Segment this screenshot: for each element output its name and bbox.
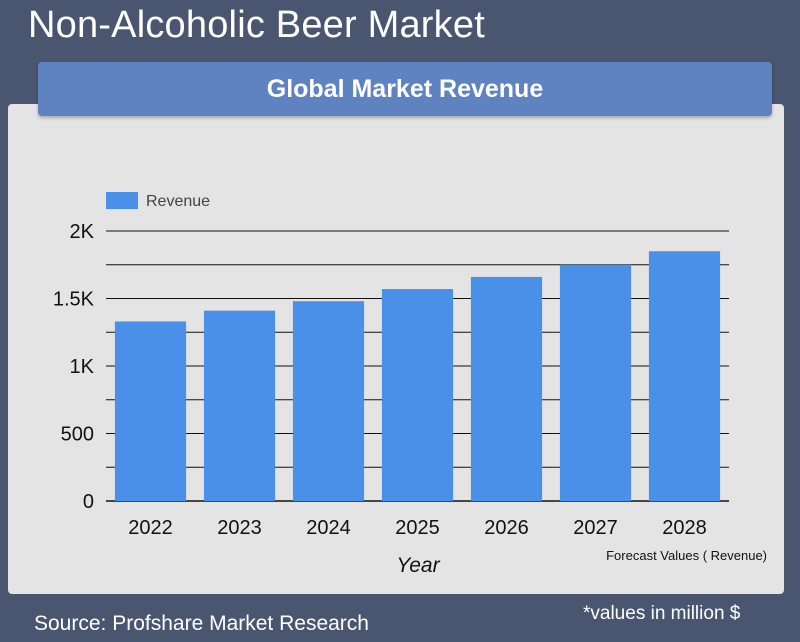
bar-2027 <box>559 264 632 501</box>
bar-2024 <box>292 301 365 501</box>
x-axis-label: Year <box>396 554 440 577</box>
x-tick-label: 2023 <box>217 517 262 539</box>
forecast-annotation: Forecast Values ( Revenue) <box>606 548 767 563</box>
bar-2022 <box>114 321 187 501</box>
chart-title-banner: Global Market Revenue <box>38 62 772 116</box>
bar-2026 <box>470 276 543 501</box>
legend-label-revenue: Revenue <box>146 193 210 210</box>
page-title: Non-Alcoholic Beer Market <box>28 4 485 46</box>
source-note: Source: Profshare Market Research <box>34 612 369 635</box>
x-tick-label: 2026 <box>484 517 529 539</box>
bars <box>114 251 721 501</box>
bar-2028 <box>648 251 721 501</box>
y-tick-label: 1K <box>70 356 95 378</box>
units-note: *values in million $ <box>583 603 741 624</box>
y-tick-label: 2K <box>70 221 95 243</box>
x-tick-label: 2027 <box>573 517 618 539</box>
y-tick-label: 0 <box>83 491 94 513</box>
x-tick-label: 2024 <box>306 517 351 539</box>
legend: Revenue <box>106 192 210 210</box>
bar-2023 <box>203 310 276 501</box>
chart-title: Global Market Revenue <box>266 74 544 103</box>
y-tick-labels: 0 500 1K 1.5K 2K <box>53 221 95 513</box>
y-tick-label: 1.5K <box>53 289 95 311</box>
x-tick-labels: 2022 2023 2024 2025 2026 2027 2028 <box>128 517 707 539</box>
legend-swatch <box>106 192 138 209</box>
x-tick-label: 2028 <box>662 517 707 539</box>
x-tick-label: 2025 <box>395 517 440 539</box>
y-tick-label: 500 <box>61 424 94 446</box>
bar-2025 <box>381 289 454 501</box>
x-tick-label: 2022 <box>128 517 173 539</box>
